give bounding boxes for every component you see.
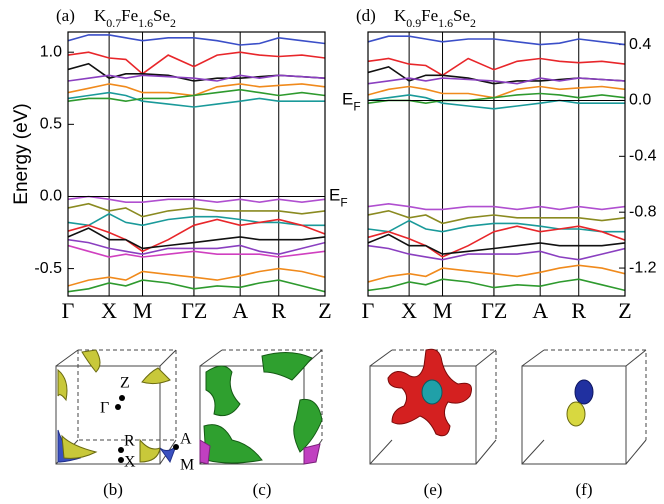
band: [368, 36, 625, 44]
y-tick-label: 1.0: [40, 43, 62, 60]
x-tick-label: M: [433, 298, 453, 323]
pocket: [206, 366, 240, 416]
y-tick-label: -0.8: [629, 203, 657, 220]
fermi-surface-f: [522, 350, 646, 464]
figure: ΓXMΓZARZ-0.50.00.51.0EF(a)K0.7Fe1.6Se2En…: [0, 0, 664, 504]
band: [68, 197, 325, 203]
chart-title: K0.7Fe1.6Se2: [94, 6, 176, 30]
y-tick-label: 0.5: [40, 116, 62, 133]
pocket: [204, 425, 262, 463]
pocket: [422, 380, 442, 404]
y-tick-label: 0.4: [629, 36, 651, 53]
x-tick-label: Γ: [362, 298, 375, 323]
pocket: [142, 368, 170, 384]
pocket: [567, 402, 585, 426]
k-label: Z: [120, 375, 130, 392]
x-tick-label: Z: [194, 298, 207, 323]
panel-label: (a): [56, 6, 75, 25]
fermi-label: EF: [329, 186, 348, 210]
pocket: [304, 444, 320, 464]
x-tick-label: M: [133, 298, 153, 323]
band: [68, 52, 325, 74]
band: [368, 226, 625, 257]
band: [68, 35, 325, 45]
y-tick-label: -0.4: [629, 148, 657, 165]
band: [368, 221, 625, 232]
band: [368, 265, 625, 282]
band: [68, 280, 325, 292]
k-label: M: [180, 457, 194, 474]
y-tick-label: 0.0: [40, 188, 62, 205]
x-tick-label: R: [571, 298, 586, 323]
panel-label: (c): [253, 480, 272, 499]
k-label: X: [124, 454, 136, 471]
y-tick-label: -0.5: [34, 260, 62, 277]
y-axis-label: Energy (eV): [11, 103, 32, 204]
pocket: [140, 440, 160, 462]
k-label: Γ: [100, 400, 109, 417]
k-label: A: [180, 431, 192, 448]
y-tick-label: 0.0: [629, 92, 651, 109]
x-tick-label: Γ: [62, 298, 75, 323]
pocket: [58, 370, 67, 400]
k-point: [115, 404, 121, 410]
band: [68, 220, 325, 252]
k-label: R: [124, 433, 135, 450]
pocket: [82, 350, 100, 372]
band: [68, 90, 325, 102]
panel-label: (b): [103, 480, 123, 499]
panel-label: (f): [576, 480, 593, 499]
band: [368, 59, 625, 76]
side-edges: [522, 350, 646, 464]
x-tick-label: Z: [318, 298, 331, 323]
fermi-label: EF: [342, 90, 361, 114]
plot-frame: [368, 32, 625, 296]
fermi-surface-e: [370, 349, 496, 464]
fermi-surface-c: [200, 350, 322, 464]
y-tick-label: -1.2: [629, 259, 657, 276]
k-point: [173, 444, 179, 450]
back-edges: [544, 350, 646, 440]
x-tick-label: Z: [618, 298, 631, 323]
pocket: [575, 380, 593, 404]
panel-label: (e): [424, 480, 443, 499]
k-point: [119, 395, 125, 401]
band: [368, 279, 625, 290]
chart-title: K0.9Fe1.6Se2: [394, 6, 476, 30]
x-tick-label: R: [271, 298, 286, 323]
x-tick-label: Z: [494, 298, 507, 323]
x-tick-label: A: [532, 298, 548, 323]
x-tick-label: A: [232, 298, 248, 323]
x-tick-label: Γ: [181, 298, 194, 323]
pocket: [62, 436, 96, 458]
panel-label: (d): [356, 6, 376, 25]
x-tick-label: Γ: [481, 298, 494, 323]
x-tick-label: X: [101, 298, 117, 323]
band: [68, 214, 325, 226]
band: [368, 204, 625, 210]
x-tick-label: X: [401, 298, 417, 323]
